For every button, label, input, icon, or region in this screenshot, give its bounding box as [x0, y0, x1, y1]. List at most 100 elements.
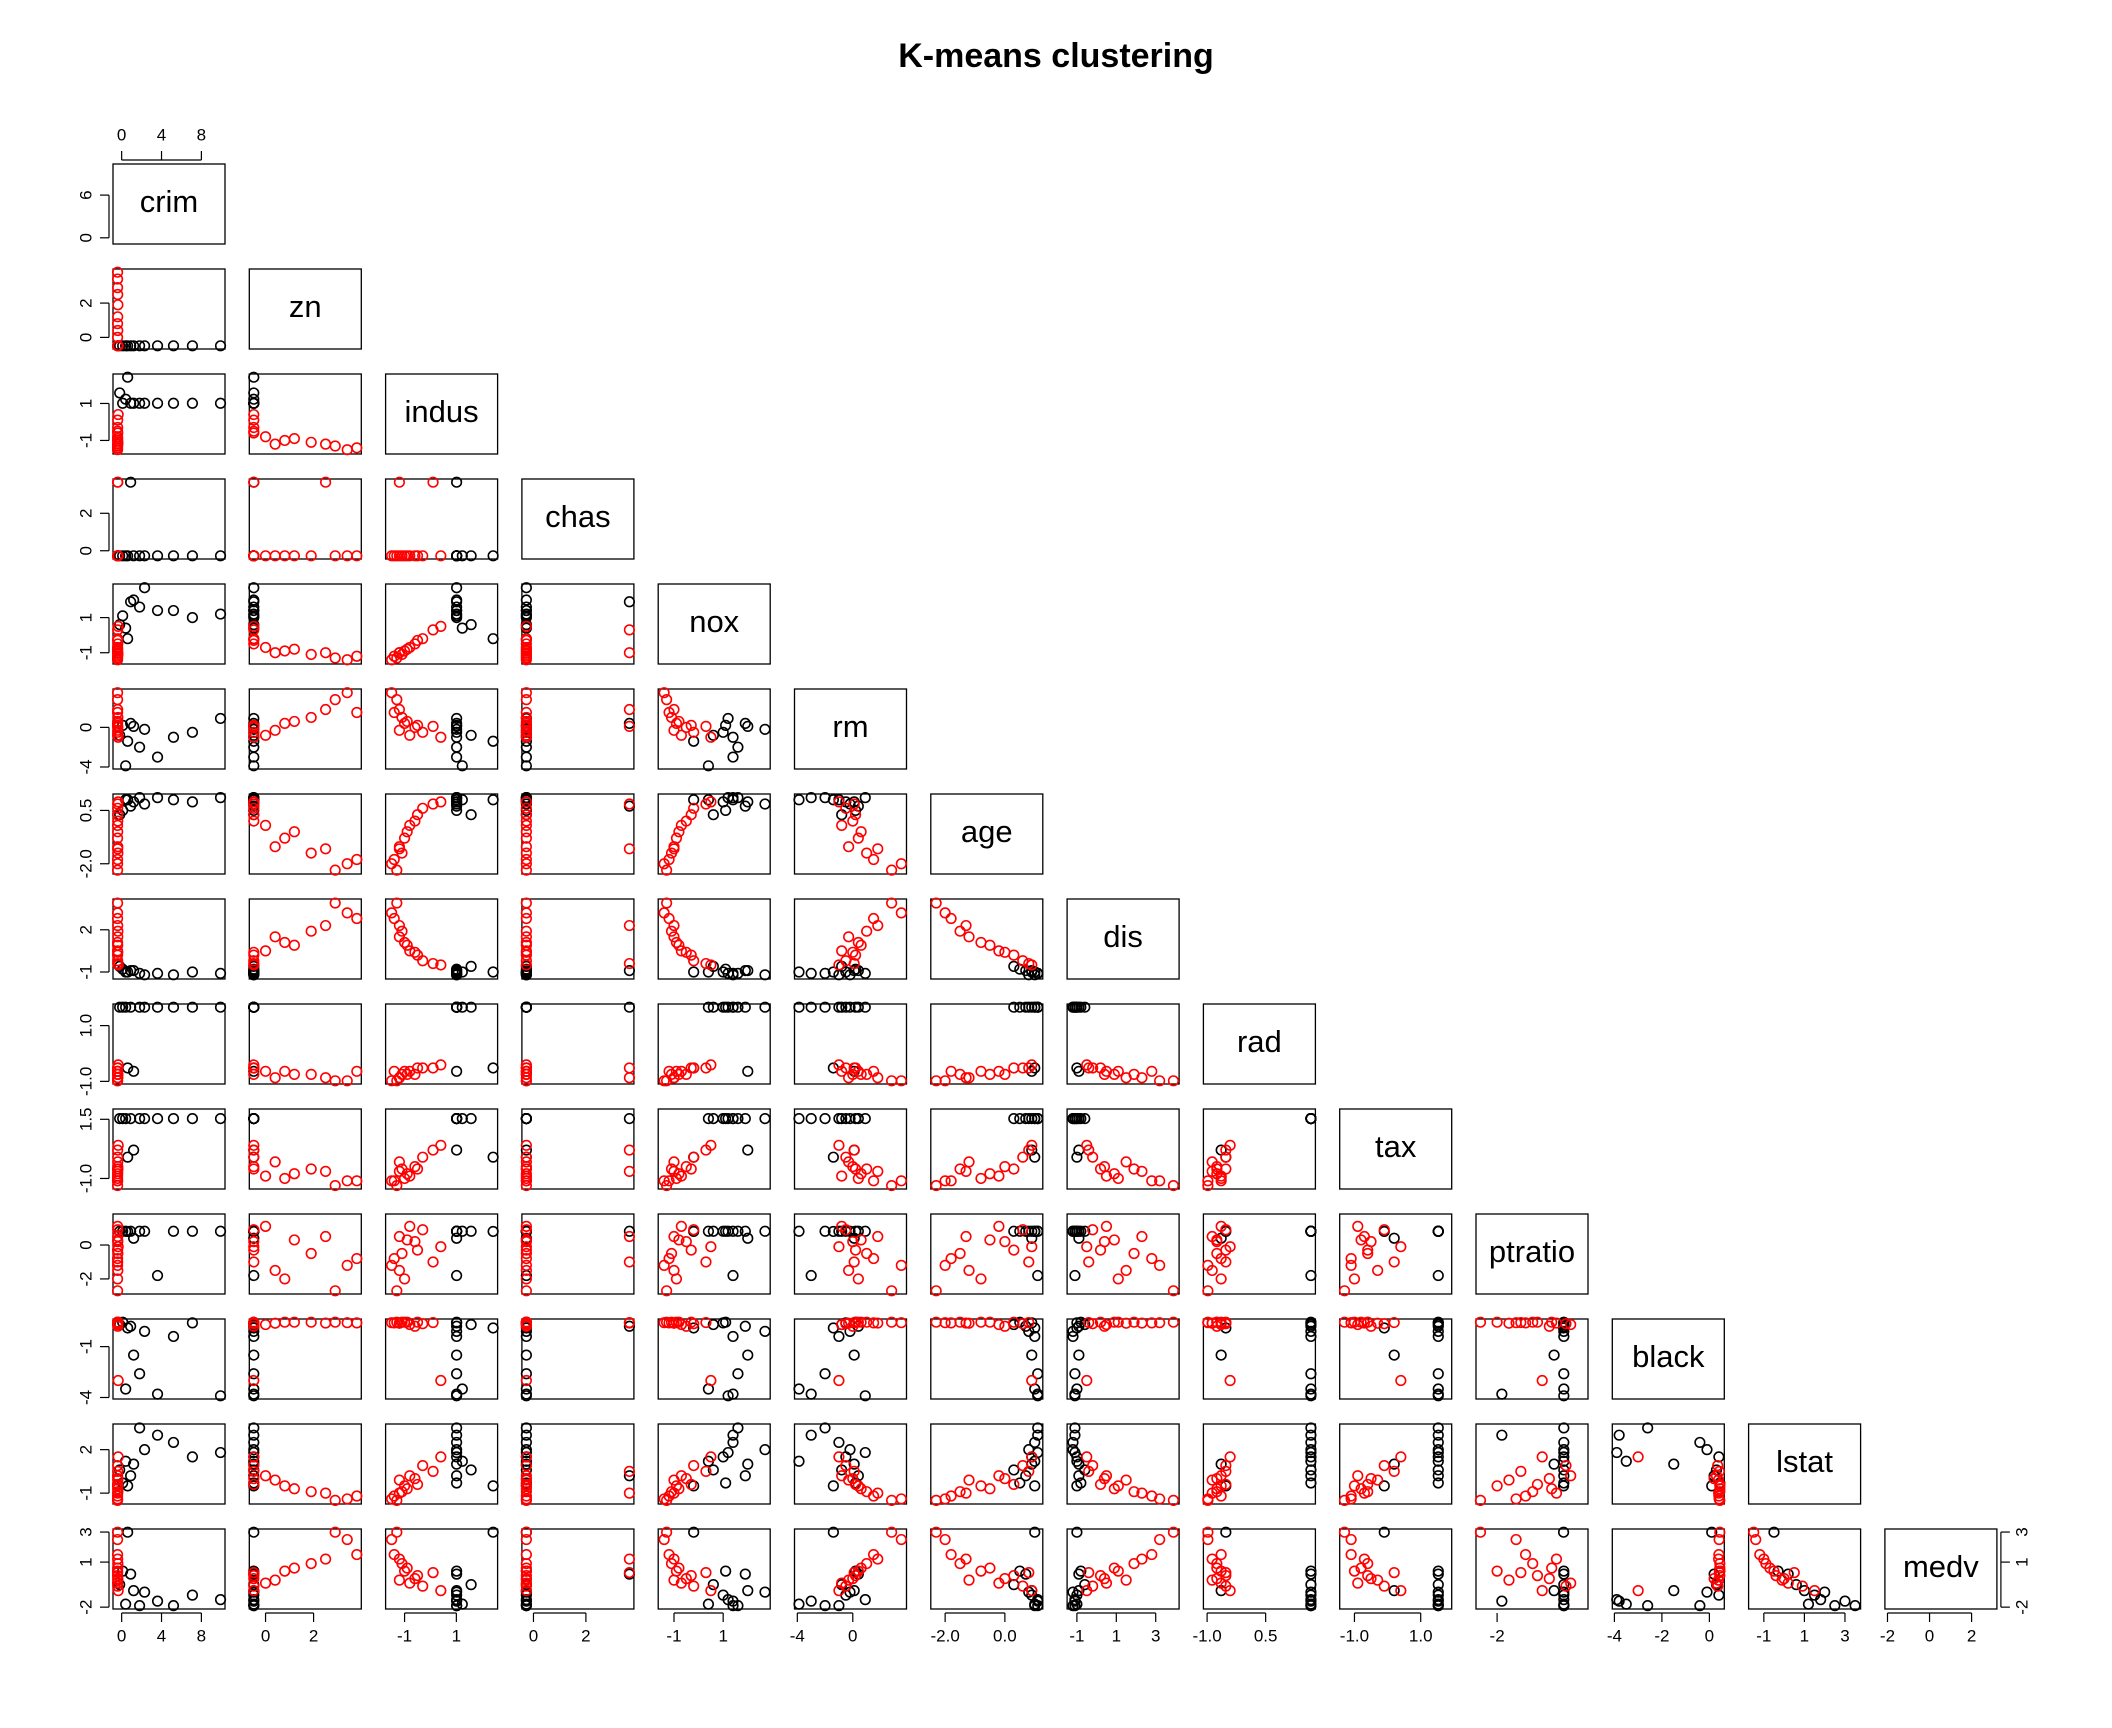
point: [993, 1318, 1005, 1331]
point: [1491, 1316, 1503, 1328]
point: [1432, 1444, 1444, 1456]
point: [112, 796, 124, 808]
point: [520, 1252, 532, 1265]
point: [248, 638, 260, 650]
point: [999, 1161, 1011, 1173]
point: [668, 1487, 680, 1499]
point: [117, 397, 129, 409]
point: [248, 1459, 260, 1472]
point: [1202, 1175, 1214, 1187]
point: [732, 792, 744, 804]
point: [623, 720, 636, 732]
point: [1120, 1317, 1132, 1329]
variable-name: rm: [832, 709, 868, 744]
x-tick-label: -1: [1756, 1626, 1771, 1645]
point: [861, 1163, 873, 1175]
point: [1620, 1598, 1632, 1610]
point: [827, 794, 839, 806]
point: [112, 1557, 124, 1570]
point: [1432, 1477, 1444, 1489]
point: [867, 1317, 880, 1329]
point: [138, 1586, 151, 1598]
point: [259, 1220, 272, 1232]
point: [999, 946, 1011, 958]
point: [451, 792, 463, 804]
point: [341, 1493, 353, 1505]
panel-frame: [793, 1003, 908, 1085]
point: [393, 1230, 406, 1243]
point: [1023, 1062, 1035, 1074]
point: [125, 1001, 137, 1013]
point: [1023, 1567, 1035, 1579]
point: [1345, 1533, 1357, 1546]
point: [727, 1330, 739, 1343]
point: [840, 1224, 852, 1236]
point: [1708, 1473, 1720, 1485]
point: [702, 1225, 715, 1237]
y-tick-label: -1: [76, 433, 95, 448]
point: [1378, 1480, 1390, 1492]
point: [409, 946, 421, 958]
point: [805, 1269, 817, 1282]
y-tick-label: -1: [76, 645, 95, 660]
point: [872, 843, 884, 855]
point: [520, 1236, 532, 1248]
panel-frame: [1202, 1318, 1317, 1400]
point: [520, 760, 532, 772]
point: [112, 427, 124, 439]
point: [114, 387, 126, 399]
point: [451, 601, 463, 613]
point: [1112, 1316, 1124, 1328]
point: [435, 1139, 447, 1151]
point: [1305, 1455, 1317, 1467]
point: [117, 550, 129, 562]
point: [128, 964, 140, 977]
point: [451, 1436, 463, 1449]
point: [717, 726, 729, 738]
point: [859, 1390, 871, 1402]
point: [1081, 1374, 1093, 1387]
point: [1098, 1573, 1111, 1585]
point: [329, 550, 341, 562]
x-tick-label: 4: [157, 1626, 166, 1645]
point: [1496, 1388, 1508, 1400]
point: [112, 1465, 124, 1477]
point: [520, 1264, 532, 1277]
point: [248, 601, 260, 613]
point: [411, 1163, 424, 1175]
point: [1167, 1075, 1180, 1087]
point: [623, 596, 636, 608]
point: [1017, 1224, 1029, 1236]
point: [487, 966, 499, 978]
point: [1211, 1573, 1223, 1585]
point: [248, 610, 260, 622]
point: [138, 723, 151, 735]
point: [451, 1001, 463, 1013]
point: [1079, 1225, 1091, 1237]
panel-frame: [112, 583, 226, 665]
point: [520, 796, 532, 808]
point: [329, 694, 341, 706]
x-tick-label: -4: [1607, 1626, 1622, 1645]
panel-frame: [384, 583, 499, 665]
point: [1224, 1374, 1236, 1387]
point: [688, 966, 700, 978]
y-tick-label: -1: [76, 1339, 95, 1354]
panel-frame: [1747, 1528, 1862, 1610]
point: [386, 1175, 398, 1187]
point: [122, 371, 134, 383]
point: [1032, 1595, 1044, 1607]
point: [1531, 1316, 1544, 1328]
point: [248, 1598, 260, 1610]
point: [1305, 1383, 1317, 1395]
point: [848, 1144, 860, 1156]
point: [248, 721, 260, 733]
point: [1565, 1470, 1577, 1482]
point: [398, 1273, 411, 1285]
point: [849, 949, 862, 961]
point: [112, 1320, 124, 1332]
point: [125, 1470, 137, 1482]
point: [451, 1600, 463, 1612]
point: [520, 1526, 532, 1538]
point: [847, 1573, 859, 1585]
